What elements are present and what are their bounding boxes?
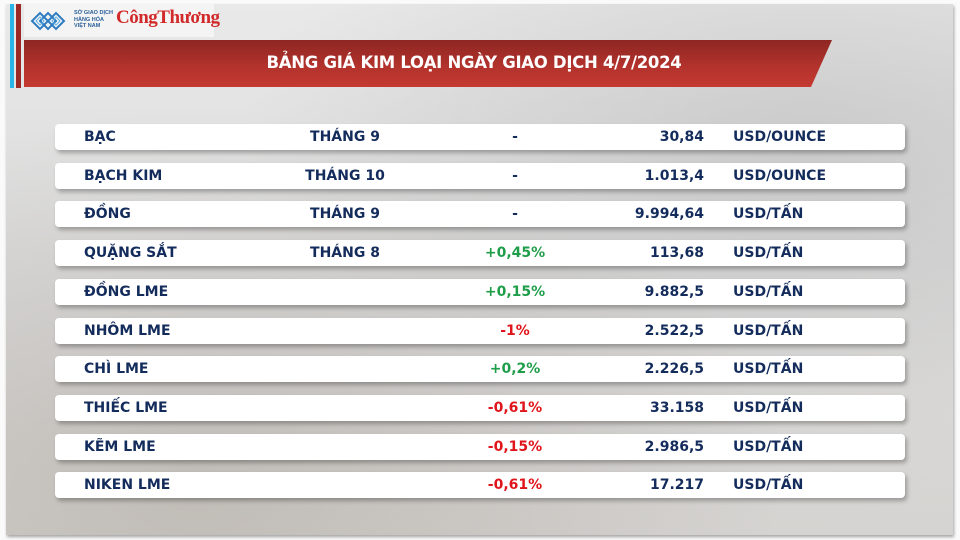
price-unit: USD/OUNCE [733, 129, 827, 145]
table-row: QUẶNG SẮT THÁNG 8 +0,45% 113,68 USD/TẤN [55, 240, 905, 266]
price-unit: USD/TẤN [733, 400, 804, 416]
contract-term: THÁNG 9 [310, 206, 380, 222]
publisher-logo: SỞ GIAO DỊCH HÀNG HÓA VIỆT NAM CôngThươn… [24, 4, 220, 37]
price-change: - [512, 129, 518, 145]
table-row: ĐỒNG THÁNG 9 - 9.994,64 USD/TẤN [55, 201, 905, 227]
metal-name: ĐỒNG LME [84, 284, 169, 300]
price-change: - [512, 206, 518, 222]
price-change: -0,61% [487, 477, 543, 493]
price-unit: USD/TẤN [733, 439, 804, 455]
price-value: 9.882,5 [644, 284, 704, 300]
title-banner [24, 40, 832, 87]
metal-name: BẠCH KIM [84, 168, 163, 184]
table-row: BẠC THÁNG 9 - 30,84 USD/OUNCE [55, 124, 905, 150]
table-row: KẼM LME -0,15% 2.986,5 USD/TẤN [55, 434, 905, 460]
accent-stripe-blue [10, 4, 14, 88]
price-value: 2.522,5 [644, 323, 704, 339]
metal-name: NIKEN LME [84, 477, 171, 493]
price-unit: USD/TẤN [733, 323, 804, 339]
price-value: 9.994,64 [634, 206, 704, 222]
price-value: 17.217 [649, 477, 704, 493]
price-change: -0,15% [487, 439, 543, 455]
metal-name: KẼM LME [84, 439, 156, 455]
metal-name: ĐỒNG [84, 206, 131, 222]
price-change: -0,61% [487, 400, 543, 416]
price-change: +0,15% [484, 284, 546, 300]
exchange-logo-icon [30, 11, 66, 31]
table-row: THIẾC LME -0,61% 33.158 USD/TẤN [55, 395, 905, 421]
table-row: NHÔM LME -1% 2.522,5 USD/TẤN [55, 318, 905, 344]
exchange-name: SỞ GIAO DỊCH HÀNG HÓA VIỆT NAM [74, 10, 113, 29]
price-change: - [512, 168, 518, 184]
price-value: 33.158 [649, 400, 704, 416]
metal-name: THIẾC LME [84, 400, 168, 416]
metal-name: NHÔM LME [84, 323, 171, 339]
price-value: 113,68 [649, 245, 704, 261]
table-row: CHÌ LME +0,2% 2.226,5 USD/TẤN [55, 356, 905, 382]
metal-name: BẠC [84, 129, 116, 145]
price-value: 2.986,5 [644, 439, 704, 455]
price-value: 1.013,4 [644, 168, 704, 184]
metal-name: CHÌ LME [84, 361, 149, 377]
price-unit: USD/TẤN [733, 284, 804, 300]
accent-stripe-red [16, 4, 21, 88]
price-change: -1% [500, 323, 530, 339]
contract-term: THÁNG 9 [310, 129, 380, 145]
page-title: BẢNG GIÁ KIM LOẠI NGÀY GIAO DỊCH 4/7/202… [266, 53, 682, 72]
price-change: +0,45% [484, 245, 546, 261]
price-change: +0,2% [489, 361, 541, 377]
price-unit: USD/OUNCE [733, 168, 827, 184]
table-row: NIKEN LME -0,61% 17.217 USD/TẤN [55, 472, 905, 498]
table-row: BẠCH KIM THÁNG 10 - 1.013,4 USD/OUNCE [55, 163, 905, 189]
contract-term: THÁNG 8 [310, 245, 380, 261]
table-row: ĐỒNG LME +0,15% 9.882,5 USD/TẤN [55, 279, 905, 305]
price-unit: USD/TẤN [733, 206, 804, 222]
price-unit: USD/TẤN [733, 361, 804, 377]
contract-term: THÁNG 10 [305, 168, 385, 184]
price-unit: USD/TẤN [733, 245, 804, 261]
price-unit: USD/TẤN [733, 477, 804, 493]
publication-name: CôngThương [116, 7, 220, 28]
price-value: 2.226,5 [644, 361, 704, 377]
metal-name: QUẶNG SẮT [84, 245, 177, 261]
price-value: 30,84 [659, 129, 704, 145]
